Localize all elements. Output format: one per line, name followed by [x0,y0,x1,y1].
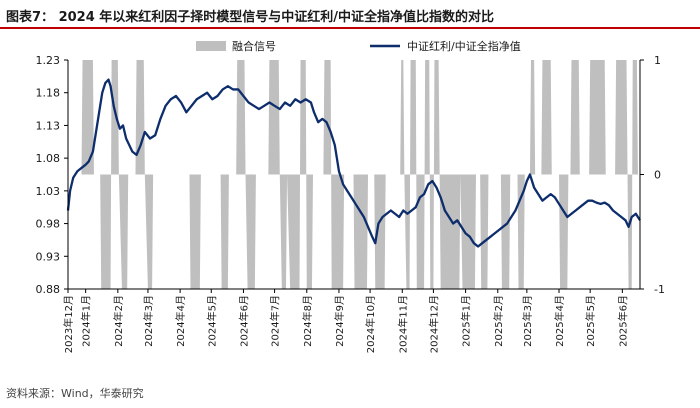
x-tick-label: 2025年6月 [616,295,629,347]
x-tick-label: 2024年7月 [269,295,282,347]
x-tick-label: 2024年3月 [142,295,155,347]
legend-signal-swatch [196,41,226,51]
x-tick-label: 2025年5月 [584,295,597,347]
y-left-tick-label: 1.13 [36,119,61,132]
x-tick-label: 2024年10月 [364,295,377,353]
y-right-tick-label: 0 [654,169,661,182]
legend-signal-label: 融合信号 [232,39,276,53]
x-tick-label: 2025年3月 [521,295,534,347]
y-right-tick-label: -1 [654,283,665,296]
x-tick-label: 2024年4月 [174,295,187,347]
x-tick-label: 2025年4月 [553,295,566,347]
legend-ratio-label: 中证红利/中证全指净值 [407,39,521,53]
y-left-tick-label: 1.18 [36,87,61,100]
series-signal-area [68,60,640,289]
y-left-tick-label: 0.88 [36,283,61,296]
chart-title: 图表7： 2024 年以来红利因子择时模型信号与中证红利/中证全指净值比指数的对… [6,10,495,25]
y-left-tick-label: 0.93 [36,250,61,263]
source-note: 资料来源：Wind，华泰研究 [6,387,144,400]
x-tick-label: 2025年2月 [492,295,505,347]
title-underline [0,27,700,29]
x-tick-label: 2024年6月 [237,295,250,347]
x-tick-label: 2024年8月 [301,295,314,347]
y-left-tick-label: 1.03 [36,185,61,198]
x-tick-label: 2025年1月 [460,295,473,347]
plot-area: 0.88 0.93 0.98 1.03 1.08 1.13 1.18 1.23 -1 0 1 2023… [36,54,665,353]
y-left-tick-label: 0.98 [36,218,61,231]
x-tick-label: 2024年11月 [396,295,409,353]
x-tick-label: 2024年9月 [333,295,346,347]
x-tick-label: 2024年12月 [427,295,440,353]
y-right-tick-label: 1 [654,54,661,67]
x-tick-label: 2024年5月 [205,295,218,347]
x-tick-label: 2024年1月 [80,295,93,347]
series-ratio-line [66,78,641,248]
legend: 融合信号 中证红利/中证全指净值 [196,39,521,53]
y-left-tick-label: 1.23 [36,54,61,67]
x-tick-label: 2023年12月 [62,295,75,353]
y-left-tick-label: 1.08 [36,152,61,165]
x-tick-label: 2024年2月 [112,295,125,347]
